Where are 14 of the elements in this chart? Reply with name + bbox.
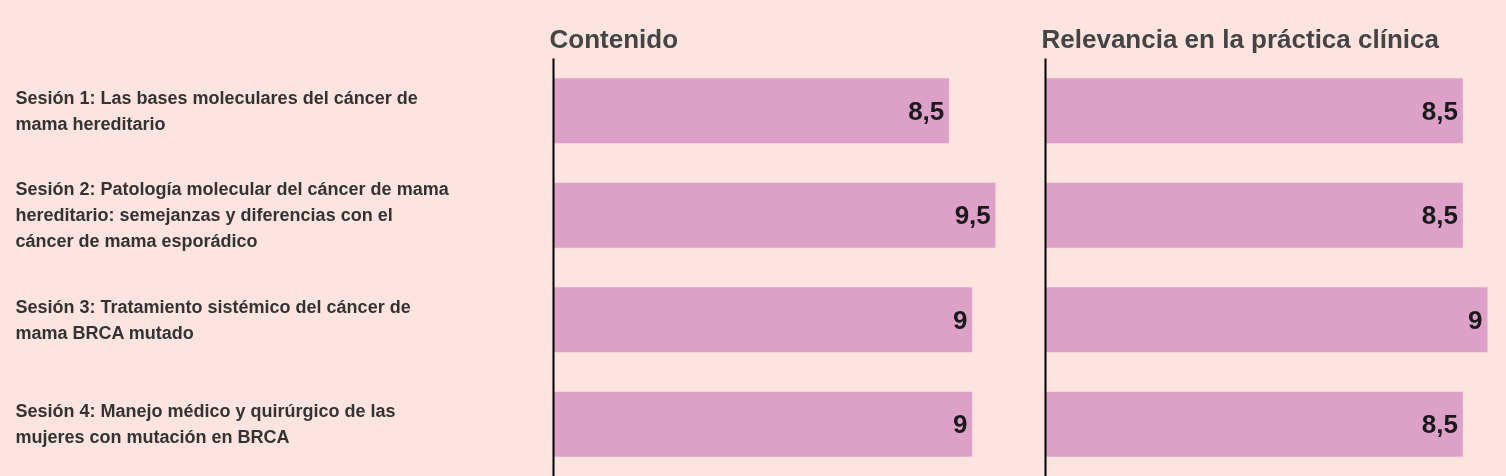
data-label: 9 — [1468, 304, 1483, 335]
data-label: 9 — [953, 304, 968, 335]
y-tick-label: Sesión 2: Patología molecular del cáncer de mama hereditario: semejanzas y diferencias con el cáncer de mama esporádico — [15, 179, 450, 252]
data-label: 8,5 — [1421, 200, 1458, 231]
data-label: 9,5 — [954, 200, 991, 231]
data-label: 9 — [953, 409, 968, 440]
chart-title: Contenido — [549, 23, 679, 54]
y-tick-label: Sesión 1: Las bases moleculares del cáncer de mama hereditario — [15, 87, 418, 134]
data-label: 8,5 — [1421, 409, 1458, 440]
data-label: 8,5 — [908, 95, 945, 126]
data-label: 8,5 — [1421, 95, 1458, 126]
y-tick-label: Sesión 4: Manejo médico y quirúrgico de las mujeres con mutación en BRCA — [15, 401, 396, 448]
chart-title: Relevancia en la práctica clínica — [1041, 23, 1440, 54]
y-tick-label: Sesión 3: Tratamiento sistémico del cáncer de mama BRCA mutado — [15, 296, 411, 343]
